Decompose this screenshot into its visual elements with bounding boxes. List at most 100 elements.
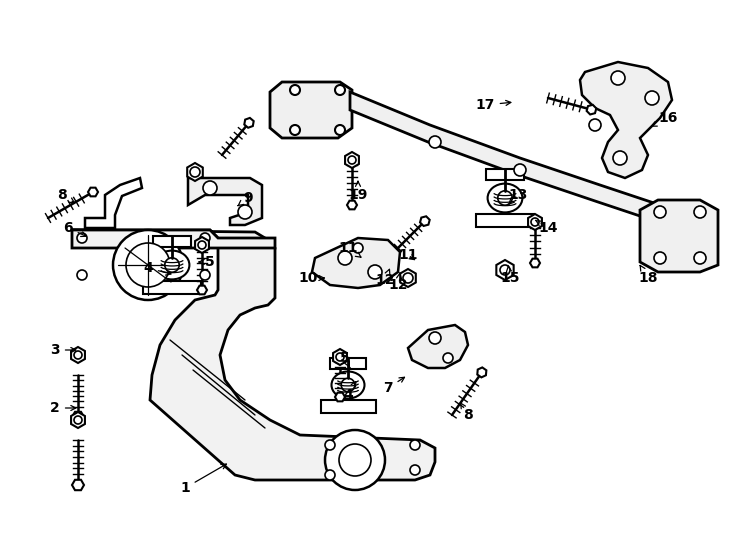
Polygon shape [72, 230, 275, 248]
Circle shape [335, 85, 345, 95]
Polygon shape [580, 62, 672, 178]
Circle shape [338, 251, 352, 265]
Text: 9: 9 [238, 191, 252, 206]
Polygon shape [244, 118, 254, 128]
Circle shape [335, 125, 345, 135]
Polygon shape [586, 105, 596, 114]
Polygon shape [153, 236, 192, 247]
Circle shape [353, 243, 363, 253]
Circle shape [77, 270, 87, 280]
Circle shape [613, 151, 627, 165]
Polygon shape [71, 412, 85, 428]
Circle shape [694, 252, 706, 264]
Polygon shape [143, 281, 201, 294]
Circle shape [645, 91, 659, 105]
Circle shape [589, 119, 601, 131]
Polygon shape [195, 237, 209, 253]
Polygon shape [270, 82, 352, 138]
Ellipse shape [332, 372, 365, 399]
Circle shape [429, 136, 441, 148]
Circle shape [325, 440, 335, 450]
Circle shape [531, 218, 539, 226]
Circle shape [336, 353, 344, 361]
Polygon shape [330, 357, 366, 368]
Text: 14: 14 [535, 220, 558, 235]
Circle shape [410, 440, 420, 450]
Polygon shape [312, 238, 400, 288]
Circle shape [74, 416, 82, 424]
Circle shape [200, 270, 210, 280]
Polygon shape [420, 217, 429, 226]
Polygon shape [528, 214, 542, 230]
Text: 4: 4 [143, 261, 171, 275]
Circle shape [325, 430, 385, 490]
Text: 18: 18 [639, 265, 658, 285]
Circle shape [113, 230, 183, 300]
Polygon shape [333, 349, 347, 365]
Circle shape [403, 273, 413, 283]
Polygon shape [345, 152, 359, 168]
Text: 3: 3 [50, 343, 76, 357]
Circle shape [410, 465, 420, 475]
Text: 4: 4 [343, 382, 356, 402]
Text: 19: 19 [349, 181, 368, 202]
Ellipse shape [155, 251, 189, 279]
Polygon shape [350, 92, 680, 235]
Circle shape [200, 233, 210, 243]
Text: 5: 5 [199, 255, 215, 269]
Circle shape [126, 243, 170, 287]
Circle shape [341, 378, 355, 392]
Circle shape [514, 164, 526, 176]
Circle shape [238, 205, 252, 219]
Polygon shape [187, 163, 203, 181]
Polygon shape [408, 325, 468, 368]
Polygon shape [496, 260, 514, 280]
Ellipse shape [487, 184, 523, 212]
Polygon shape [400, 269, 415, 287]
Circle shape [694, 206, 706, 218]
Text: 17: 17 [476, 98, 511, 112]
Circle shape [498, 191, 512, 205]
Polygon shape [85, 178, 142, 228]
Polygon shape [71, 347, 85, 363]
Text: 13: 13 [508, 188, 528, 205]
Polygon shape [476, 214, 534, 227]
Circle shape [443, 353, 453, 363]
Polygon shape [72, 230, 435, 480]
Circle shape [290, 85, 300, 95]
Circle shape [198, 241, 206, 249]
Text: 2: 2 [50, 401, 76, 415]
Polygon shape [640, 200, 718, 272]
Circle shape [654, 206, 666, 218]
Polygon shape [188, 178, 262, 225]
Circle shape [348, 156, 356, 164]
Text: 11: 11 [399, 248, 418, 262]
Text: 5: 5 [340, 351, 350, 368]
Text: 6: 6 [63, 221, 86, 237]
Polygon shape [88, 188, 98, 197]
Text: 11: 11 [338, 241, 361, 257]
Circle shape [339, 444, 371, 476]
Polygon shape [347, 201, 357, 210]
Text: 12: 12 [388, 273, 408, 292]
Text: 16: 16 [652, 111, 677, 126]
Polygon shape [321, 400, 376, 413]
Circle shape [611, 71, 625, 85]
Circle shape [500, 265, 510, 275]
Circle shape [203, 181, 217, 195]
Circle shape [325, 470, 335, 480]
Circle shape [429, 332, 441, 344]
Polygon shape [335, 393, 345, 401]
Text: 8: 8 [460, 403, 473, 422]
Polygon shape [72, 480, 84, 490]
Circle shape [190, 167, 200, 177]
Text: 15: 15 [501, 266, 520, 285]
Polygon shape [72, 412, 84, 422]
Text: 8: 8 [57, 188, 74, 203]
Text: 12: 12 [375, 269, 395, 287]
Text: 1: 1 [180, 464, 226, 495]
Polygon shape [530, 259, 540, 267]
Circle shape [165, 258, 179, 272]
Text: 10: 10 [298, 271, 324, 285]
Polygon shape [197, 286, 207, 294]
